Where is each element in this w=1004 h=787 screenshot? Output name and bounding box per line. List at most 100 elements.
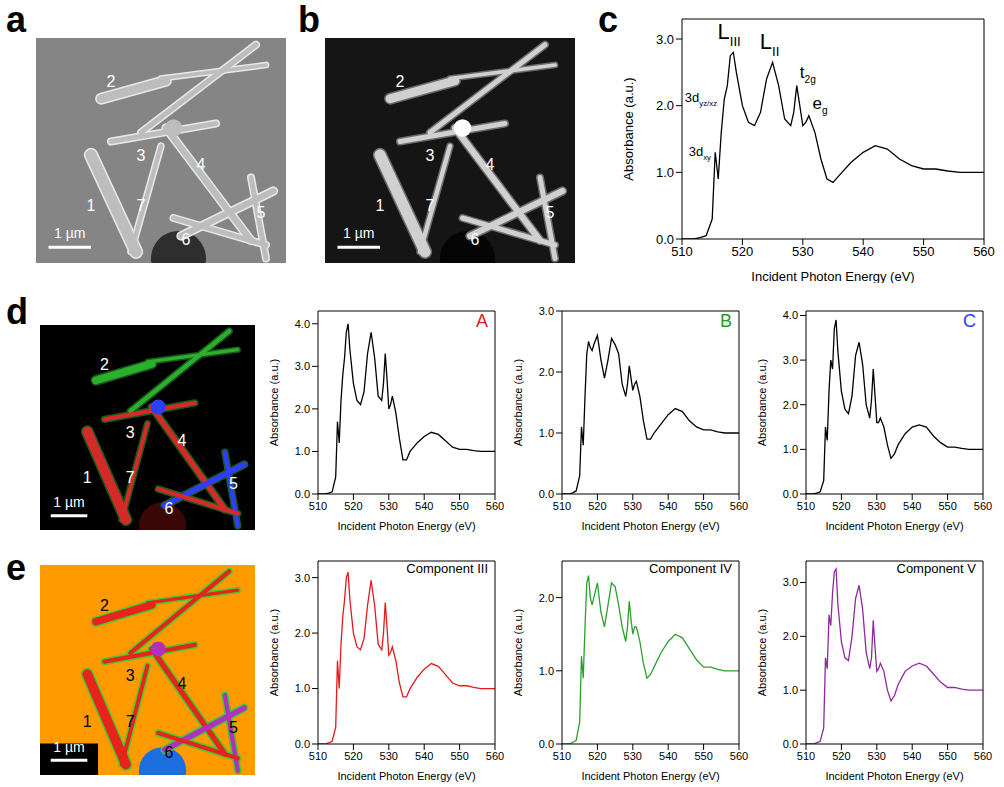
svg-text:540: 540 <box>659 500 677 512</box>
svg-text:510: 510 <box>797 500 815 512</box>
svg-text:540: 540 <box>903 750 921 762</box>
svg-text:560: 560 <box>486 500 504 512</box>
svg-text:7: 7 <box>137 197 146 214</box>
svg-text:530: 530 <box>624 750 642 762</box>
svg-text:4.0: 4.0 <box>783 309 798 321</box>
svg-text:4.0: 4.0 <box>295 318 310 330</box>
svg-text:3.0: 3.0 <box>783 354 798 366</box>
svg-text:Absorbance (a.u.): Absorbance (a.u.) <box>268 609 280 696</box>
svg-text:550: 550 <box>938 750 956 762</box>
svg-text:Incident Photon Energy (eV): Incident Photon Energy (eV) <box>337 520 475 532</box>
svg-text:510: 510 <box>797 750 815 762</box>
svg-text:530: 530 <box>868 750 886 762</box>
svg-text:1.0: 1.0 <box>783 684 798 696</box>
svg-text:Absorbance (a.u.): Absorbance (a.u.) <box>512 609 524 696</box>
svg-text:520: 520 <box>588 500 606 512</box>
svg-text:2.0: 2.0 <box>783 399 798 411</box>
svg-text:0.0: 0.0 <box>539 488 554 500</box>
svg-text:550: 550 <box>913 244 935 259</box>
svg-text:3.0: 3.0 <box>295 360 310 372</box>
svg-text:530: 530 <box>624 500 642 512</box>
svg-text:Absorbance (a.u.): Absorbance (a.u.) <box>268 359 280 446</box>
svg-text:Incident Photon Energy (eV): Incident Photon Energy (eV) <box>337 770 475 782</box>
svg-text:eg: eg <box>812 94 827 116</box>
svg-text:520: 520 <box>344 750 362 762</box>
svg-text:0.0: 0.0 <box>295 488 310 500</box>
svg-text:1.0: 1.0 <box>783 443 798 455</box>
svg-text:510: 510 <box>553 750 571 762</box>
svg-text:1.0: 1.0 <box>539 665 554 677</box>
svg-text:3: 3 <box>126 667 135 684</box>
svg-text:4: 4 <box>197 156 206 173</box>
svg-text:0.0: 0.0 <box>295 738 310 750</box>
svg-text:t2g: t2g <box>800 63 816 85</box>
svg-text:2: 2 <box>396 73 405 90</box>
svg-text:540: 540 <box>415 750 433 762</box>
svg-text:550: 550 <box>450 750 468 762</box>
svg-text:510: 510 <box>671 244 693 259</box>
svg-text:2.0: 2.0 <box>539 366 554 378</box>
svg-text:3: 3 <box>137 147 146 164</box>
svg-text:3.0: 3.0 <box>539 305 554 317</box>
svg-text:550: 550 <box>450 500 468 512</box>
svg-text:1: 1 <box>83 713 92 730</box>
svg-text:1 µm: 1 µm <box>53 494 84 510</box>
svg-text:530: 530 <box>792 244 814 259</box>
svg-text:0.0: 0.0 <box>656 232 674 247</box>
svg-text:510: 510 <box>309 500 327 512</box>
svg-text:1.0: 1.0 <box>295 682 310 694</box>
svg-text:0.0: 0.0 <box>539 738 554 750</box>
svg-text:540: 540 <box>903 500 921 512</box>
svg-text:2: 2 <box>100 597 109 614</box>
svg-text:2.0: 2.0 <box>539 592 554 604</box>
svg-text:520: 520 <box>344 500 362 512</box>
svg-text:510: 510 <box>553 500 571 512</box>
svg-text:510: 510 <box>309 750 327 762</box>
svg-text:7: 7 <box>126 469 135 486</box>
svg-text:Incident Photon Energy (eV): Incident Photon Energy (eV) <box>825 770 963 782</box>
svg-text:3.0: 3.0 <box>656 32 674 47</box>
svg-text:540: 540 <box>852 244 874 259</box>
svg-text:7: 7 <box>126 713 135 730</box>
svg-text:Incident Photon Energy (eV): Incident Photon Energy (eV) <box>581 520 719 532</box>
svg-text:2.0: 2.0 <box>783 630 798 642</box>
svg-text:Absorbance (a.u.): Absorbance (a.u.) <box>756 359 768 446</box>
svg-text:4: 4 <box>177 675 186 692</box>
svg-text:Incident Photon Energy (eV): Incident Photon Energy (eV) <box>825 520 963 532</box>
svg-text:3: 3 <box>426 147 435 164</box>
svg-text:7: 7 <box>426 197 435 214</box>
svg-text:3dxy: 3dxy <box>689 144 711 162</box>
svg-text:4: 4 <box>177 432 186 449</box>
svg-text:5: 5 <box>229 475 238 492</box>
svg-text:1: 1 <box>87 197 96 214</box>
svg-text:530: 530 <box>380 500 398 512</box>
svg-text:0.0: 0.0 <box>783 488 798 500</box>
svg-text:Absorbance (a.u.): Absorbance (a.u.) <box>512 359 524 446</box>
svg-text:2: 2 <box>107 73 116 90</box>
svg-text:560: 560 <box>730 750 748 762</box>
svg-text:520: 520 <box>832 750 850 762</box>
svg-text:520: 520 <box>588 750 606 762</box>
svg-text:Incident Photon Energy (eV): Incident Photon Energy (eV) <box>751 269 914 283</box>
svg-text:560: 560 <box>973 244 995 259</box>
svg-text:Absorbance (a.u.): Absorbance (a.u.) <box>622 77 636 180</box>
svg-text:540: 540 <box>415 500 433 512</box>
svg-text:LII: LII <box>760 29 780 59</box>
svg-text:6: 6 <box>165 744 174 761</box>
svg-text:6: 6 <box>471 231 480 248</box>
svg-text:1 µm: 1 µm <box>53 739 84 755</box>
svg-text:1: 1 <box>376 197 385 214</box>
svg-text:2.0: 2.0 <box>656 98 674 113</box>
svg-text:3.0: 3.0 <box>295 572 310 584</box>
svg-text:1.0: 1.0 <box>656 165 674 180</box>
svg-text:560: 560 <box>974 750 992 762</box>
svg-text:2: 2 <box>100 356 109 373</box>
svg-text:6: 6 <box>182 231 191 248</box>
svg-text:1.0: 1.0 <box>539 427 554 439</box>
svg-text:520: 520 <box>732 244 754 259</box>
svg-text:1: 1 <box>83 469 92 486</box>
svg-text:530: 530 <box>380 750 398 762</box>
svg-text:5: 5 <box>546 204 555 221</box>
svg-text:3dyz/xz: 3dyz/xz <box>685 90 717 108</box>
svg-text:6: 6 <box>165 500 174 517</box>
